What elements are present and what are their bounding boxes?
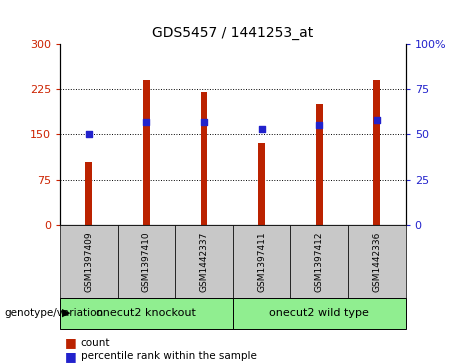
- Point: [315, 122, 323, 128]
- Text: onecut2 knockout: onecut2 knockout: [96, 308, 196, 318]
- Text: percentile rank within the sample: percentile rank within the sample: [81, 351, 257, 362]
- Bar: [316, 104, 323, 225]
- Text: GSM1397411: GSM1397411: [257, 231, 266, 292]
- Text: ■: ■: [65, 337, 76, 350]
- Point: [200, 119, 207, 125]
- Text: GSM1397412: GSM1397412: [315, 231, 324, 291]
- Text: GSM1442336: GSM1442336: [372, 231, 381, 291]
- Text: ■: ■: [65, 350, 76, 363]
- Text: count: count: [81, 338, 110, 348]
- Bar: [85, 162, 92, 225]
- Point: [258, 126, 266, 132]
- Point: [373, 117, 381, 123]
- Point: [85, 131, 92, 137]
- Bar: [201, 92, 207, 225]
- Bar: [373, 80, 380, 225]
- Title: GDS5457 / 1441253_at: GDS5457 / 1441253_at: [152, 26, 313, 40]
- Text: GSM1397409: GSM1397409: [84, 231, 93, 292]
- Text: onecut2 wild type: onecut2 wild type: [269, 308, 369, 318]
- Text: ▶: ▶: [62, 308, 71, 318]
- Bar: [143, 80, 150, 225]
- Point: [142, 119, 150, 125]
- Text: GSM1442337: GSM1442337: [200, 231, 208, 291]
- Bar: [258, 143, 265, 225]
- Text: GSM1397410: GSM1397410: [142, 231, 151, 292]
- Text: genotype/variation: genotype/variation: [5, 308, 104, 318]
